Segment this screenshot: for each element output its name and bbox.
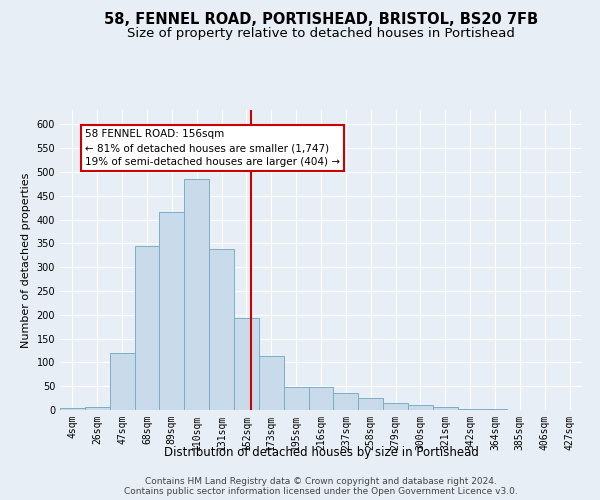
Bar	[85, 406, 110, 410]
Bar	[334, 394, 358, 410]
Text: Contains public sector information licensed under the Open Government Licence v3: Contains public sector information licen…	[124, 486, 518, 496]
Bar	[308, 386, 334, 410]
Bar	[408, 405, 433, 410]
Bar	[358, 398, 383, 410]
Text: 58 FENNEL ROAD: 156sqm
← 81% of detached houses are smaller (1,747)
19% of semi-: 58 FENNEL ROAD: 156sqm ← 81% of detached…	[85, 129, 340, 167]
Bar	[209, 249, 234, 410]
Bar	[110, 353, 134, 410]
Bar	[60, 408, 85, 410]
Bar	[458, 408, 482, 410]
Text: Size of property relative to detached houses in Portishead: Size of property relative to detached ho…	[127, 28, 515, 40]
Bar	[259, 356, 284, 410]
Text: Distribution of detached houses by size in Portishead: Distribution of detached houses by size …	[164, 446, 478, 459]
Bar	[383, 403, 408, 410]
Text: 58, FENNEL ROAD, PORTISHEAD, BRISTOL, BS20 7FB: 58, FENNEL ROAD, PORTISHEAD, BRISTOL, BS…	[104, 12, 538, 28]
Bar	[160, 212, 184, 410]
Bar	[234, 318, 259, 410]
Bar	[482, 409, 508, 410]
Y-axis label: Number of detached properties: Number of detached properties	[21, 172, 31, 348]
Bar	[284, 386, 308, 410]
Text: Contains HM Land Registry data © Crown copyright and database right 2024.: Contains HM Land Registry data © Crown c…	[145, 476, 497, 486]
Bar	[433, 407, 458, 410]
Bar	[184, 179, 209, 410]
Bar	[134, 246, 160, 410]
